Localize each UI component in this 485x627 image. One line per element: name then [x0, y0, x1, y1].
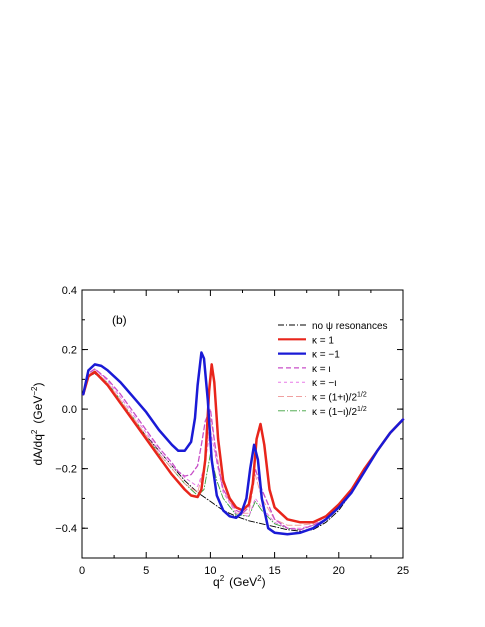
x-tick-label: 0 — [79, 565, 85, 577]
y-tick-label: 0.4 — [62, 285, 77, 297]
x-tick-label: 20 — [333, 565, 345, 577]
y-tick-label: 0.2 — [62, 345, 77, 357]
series-layer — [82, 351, 405, 536]
axis-ticks — [81, 289, 404, 559]
legend-label-3: κ = ι — [312, 364, 331, 375]
legend-label-2: κ = −1 — [312, 350, 340, 361]
x-tick-label: 10 — [204, 565, 216, 577]
y-axis-label: dA/dq2(GeV−2) — [30, 383, 45, 466]
x-tick-labels: 0 5 10 15 20 25 — [79, 565, 409, 577]
series-line-2 — [82, 351, 405, 536]
legend-label-6: κ = (1−ι)/21/2 — [312, 406, 367, 418]
legend-label-0: no ψ resonances — [312, 321, 388, 332]
x-axis-label: q2 (GeV2) — [213, 574, 266, 589]
legend-label-5: κ = (1+ι)/21/2 — [312, 392, 367, 404]
x-tick-label: 15 — [268, 565, 280, 577]
y-tick-label: 0.0 — [62, 404, 77, 416]
series-line-1 — [82, 363, 405, 524]
y-tick-label: −0.4 — [55, 523, 77, 535]
y-tick-labels: −0.4 −0.2 0.0 0.2 0.4 — [55, 285, 77, 535]
series-line-3 — [82, 368, 404, 531]
panel-label: (b) — [112, 313, 127, 327]
x-tick-label: 25 — [397, 565, 409, 577]
legend: no ψ resonances κ = 1 κ = −1 κ = ι κ = −ι κ =… — [278, 321, 388, 418]
legend-label-4: κ = −ι — [312, 378, 336, 389]
legend-label-1: κ = 1 — [312, 335, 334, 346]
x-tick-label: 5 — [143, 565, 149, 577]
y-tick-label: −0.2 — [55, 464, 77, 476]
